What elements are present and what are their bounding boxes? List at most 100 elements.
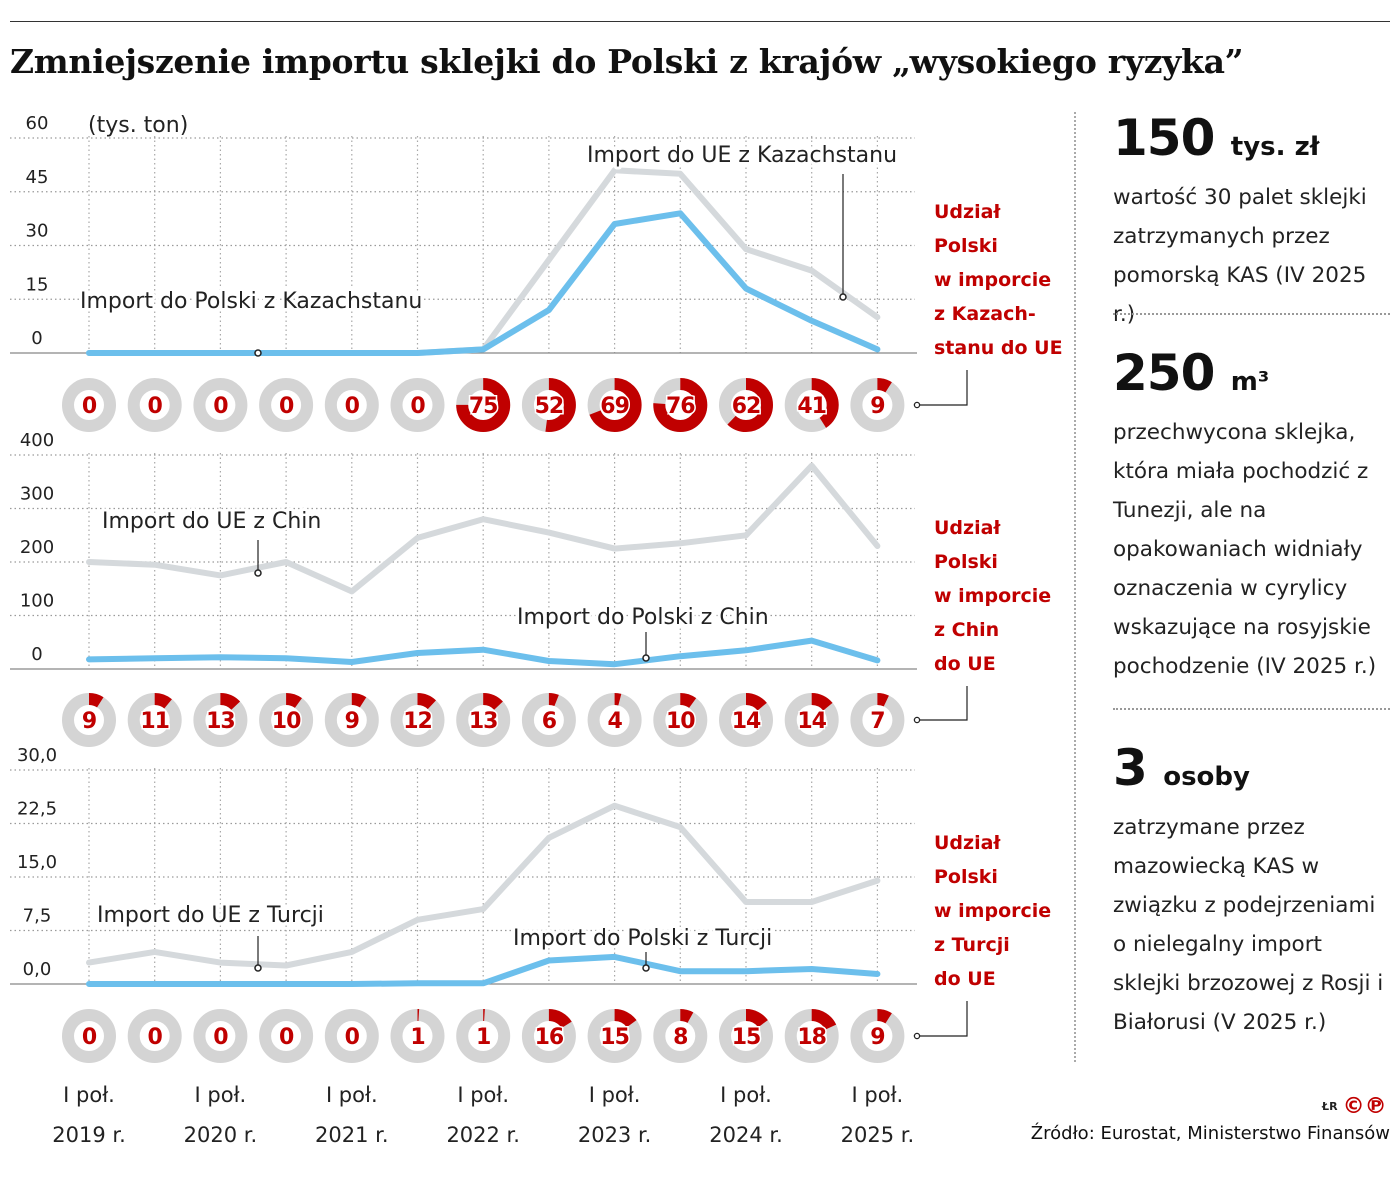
share-value-label: 76 [666,394,695,419]
share-ring-bg [127,1009,182,1063]
share-title-line: do UE [934,968,996,990]
share-ring-value [390,1009,445,1063]
share-value-label: 0 [279,394,294,419]
share-ring-value [850,693,905,747]
share-ring-value [653,693,708,747]
share-value-label: 15 [732,1025,761,1050]
share-value-label: 15 [600,1025,629,1050]
stat-block-2: 250 m³ przechwycona sklejka, która miała… [1113,348,1393,686]
stat-unit: m³ [1230,367,1270,397]
share-value-label: 0 [148,394,163,419]
share-ring-value [653,1009,708,1063]
x-tick-label: 2019 r. [52,1123,126,1147]
share-ring-value [521,378,576,432]
share-ring-value [653,378,708,432]
y-tick-label: 60 [26,113,49,134]
share-value-label: 10 [272,709,301,734]
y-tick-label: 15 [26,274,49,295]
share-ring-value [62,693,116,747]
share-title-line: w imporcie [934,269,1051,291]
share-value-label: 9 [870,1025,884,1050]
y-tick-label: 15,0 [17,852,57,873]
share-ring-value [456,378,511,432]
share-value-label: 13 [469,709,498,734]
series-label: Import do Polski z Turcji [513,926,772,951]
y-tick-label: 100 [20,591,54,612]
publisher-logo: ŁR ©℗ [1322,1094,1387,1119]
top-rule [10,21,1390,22]
y-tick-label: 300 [20,484,54,505]
x-tick-label: 2021 r. [315,1123,389,1147]
leader-dot [642,964,650,972]
share-ring-bg [259,378,314,432]
share-bracket-dot [913,716,921,724]
share-value-label: 0 [213,394,228,419]
share-ring-bg [62,1009,116,1063]
y-tick-label: 400 [20,430,54,451]
share-bracket [918,1001,968,1037]
share-value-label: 10 [666,709,695,734]
share-ring-value [850,1009,905,1063]
leader-dot [254,964,262,972]
share-bracket [918,686,968,721]
x-tick-label: I poł. [852,1083,904,1107]
share-value-label: 0 [279,1025,294,1050]
x-tick-label: 2025 r. [841,1123,915,1147]
stat-text: przechwycona sklejka, która miała pochod… [1113,420,1377,679]
share-value-label: 0 [345,1025,360,1050]
x-tick-label: 2024 r. [709,1123,783,1147]
share-ring-bg [324,378,379,432]
share-value-label: 52 [535,394,564,419]
eu-import-line [86,802,881,969]
stat-number-value: 3 [1113,739,1148,797]
x-tick-label: I poł. [326,1083,378,1107]
share-value-label: 0 [345,394,360,419]
share-value-label: 18 [797,1025,826,1050]
share-value-label: 0 [213,1025,228,1050]
share-title-line: z Chin [934,619,999,641]
y-tick-label: 30 [26,221,49,242]
y-tick-label: 200 [20,537,54,558]
share-ring-value [587,378,642,432]
share-ring-value [456,1009,511,1063]
stat-block-3: 3 osoby zatrzymane przez mazowiecką KAS … [1113,743,1393,1042]
stat-divider [1113,708,1390,710]
share-value-label: 0 [82,394,97,419]
page-title: Zmniejszenie importu sklejki do Polski z… [10,42,1244,81]
x-tick-label: 2023 r. [578,1123,652,1147]
series-label: Import do UE z Chin [102,509,321,534]
share-value-label: 9 [82,709,96,734]
leader-dot [642,654,650,662]
share-bracket-dot [913,1032,921,1040]
y-tick-label: 30,0 [17,745,57,766]
eu-import-line [86,462,881,595]
share-value-label: 12 [403,709,432,734]
share-value-label: 6 [542,709,557,734]
share-value-label: 75 [469,394,498,419]
share-ring-bg [193,1009,248,1063]
stat-text: zatrzymane przez mazowiecką KAS w związk… [1113,815,1384,1035]
share-title-line: stanu do UE [934,337,1063,359]
share-ring-value [324,693,379,747]
share-value-label: 1 [410,1025,424,1050]
share-ring-bg [390,378,445,432]
stat-text: wartość 30 palet sklejki zatrzymanych pr… [1113,185,1367,327]
x-tick-label: I poł. [720,1083,772,1107]
share-ring-value [719,693,773,747]
source-note: Źródło: Eurostat, Ministerstwo Finansów [1030,1123,1390,1144]
share-ring-value [719,378,773,432]
share-title-line: w imporcie [934,900,1051,922]
share-ring-bg [324,1009,379,1063]
stat-block-1: 150 tys. zł wartość 30 palet sklejki zat… [1113,113,1393,334]
share-title-line: Udział [934,201,1001,223]
share-title-line: Udział [934,517,1001,539]
share-ring-value [719,1009,773,1063]
share-ring-value [193,693,248,747]
x-tick-label: I poł. [457,1083,509,1107]
series-label: Import do UE z Kazachstanu [587,143,897,168]
share-ring-bg [259,1009,314,1063]
share-value-label: 69 [600,394,629,419]
share-ring-value [390,693,445,747]
share-value-label: 14 [732,709,761,734]
y-tick-label: 22,5 [17,799,57,820]
